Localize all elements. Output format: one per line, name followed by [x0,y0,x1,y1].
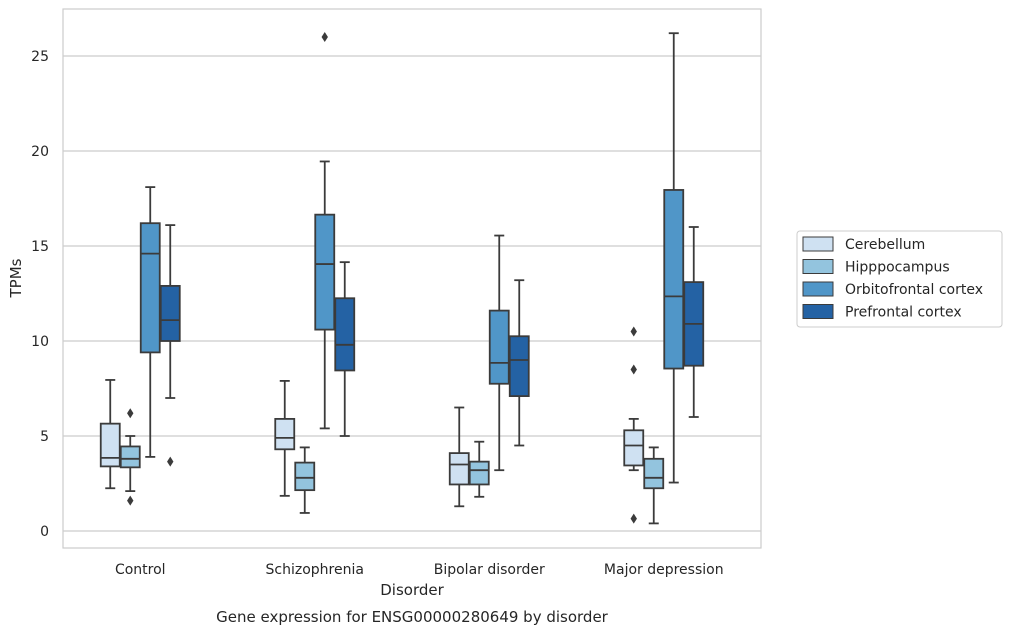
iqr-box [119,445,141,469]
y-axis-label: TPMs [7,258,25,298]
box-cerebellum [274,379,296,497]
box-prefrontal-cortex [508,279,530,447]
box-orbitofrontal-cortex [488,234,510,472]
box-hipppocampus [643,446,665,525]
y-tick-label: 15 [31,239,49,255]
box-orbitofrontal-cortex [314,32,336,430]
plot-area [62,8,762,549]
legend-label: Prefrontal cortex [845,305,962,321]
x-tick-label: Major depression [604,562,724,578]
box-prefrontal-cortex [334,261,356,437]
iqr-box [488,309,510,385]
x-tick-label: Schizophrenia [266,562,364,578]
iqr-box [314,213,336,331]
outlier-point [127,495,134,506]
legend-label: Cerebellum [845,237,925,253]
iqr-box [99,422,121,468]
box-orbitofrontal-cortex [663,32,685,484]
box-cerebellum [623,326,645,524]
box-cerebellum [448,406,470,508]
y-tick-label: 10 [31,334,49,350]
chart-caption: Gene expression for ENSG00000280649 by d… [216,608,609,626]
x-tick-label: Bipolar disorder [434,562,545,578]
iqr-box [159,284,181,342]
iqr-box [623,429,645,467]
iqr-box [448,452,470,486]
legend-swatch [802,259,834,274]
legend: Cerebellum Hipppocampus Orbitofrontal cort… [796,230,1003,328]
box-hipppocampus [119,408,141,506]
box-hipppocampus [468,440,490,498]
legend-swatch [802,281,834,297]
box-prefrontal-cortex [683,226,705,418]
outlier-point [630,364,637,375]
box-cerebellum [99,379,121,490]
iqr-box [274,417,296,451]
outlier-point [127,408,134,419]
legend-swatch [802,236,834,252]
y-tick-label: 20 [31,144,49,160]
legend-frame [796,230,1003,328]
y-tick-label: 25 [31,49,49,65]
outlier-point [167,456,174,467]
iqr-box [468,460,490,486]
x-tick-label: Control [115,562,166,578]
box-hipppocampus [294,446,316,514]
box-prefrontal-cortex [159,224,181,467]
iqr-box [663,189,685,370]
outlier-point [630,326,637,337]
y-tick-label: 0 [40,524,49,540]
iqr-box [643,457,665,490]
x-axis-label: Disorder [380,581,444,599]
boxes [99,32,705,525]
iqr-box [294,461,316,492]
y-tick-label: 5 [40,429,49,445]
y-axis-ticks: 0 5 10 15 20 25 [31,49,49,540]
legend-swatch [802,304,834,319]
outlier-point [630,513,637,524]
legend-label: Hipppocampus [845,260,950,276]
legend-label: Orbitofrontal cortex [845,282,983,298]
outlier-point [321,32,328,42]
box-orbitofrontal-cortex [139,186,161,458]
iqr-box [139,222,161,354]
iqr-box [508,335,530,397]
iqr-box [334,297,356,372]
x-axis-ticks: Control Schizophrenia Bipolar disorder Majo… [115,562,724,578]
